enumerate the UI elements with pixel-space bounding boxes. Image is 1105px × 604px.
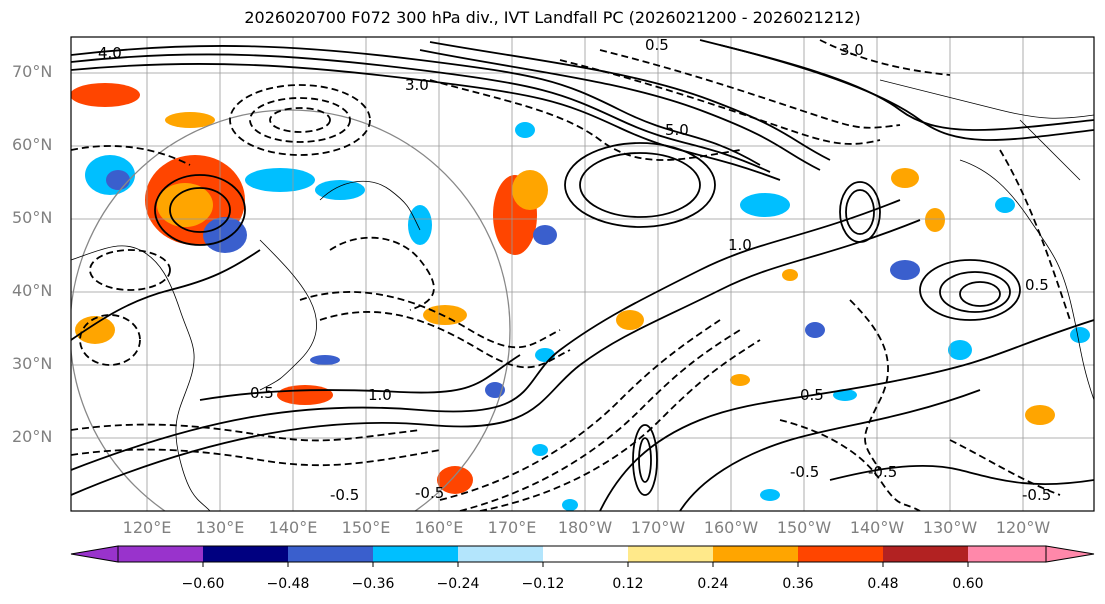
lat-label: 30°N xyxy=(12,354,53,373)
contour-label: 3.0 xyxy=(405,76,429,94)
colorbar-bin xyxy=(118,546,203,562)
lon-label: 150°E xyxy=(341,518,391,537)
lon-label: 120°W xyxy=(995,518,1051,537)
colorbar xyxy=(70,545,1095,567)
colorbar-min-arrow xyxy=(70,545,119,563)
contour-label: 0.5 xyxy=(800,386,824,404)
lat-label: 60°N xyxy=(12,135,53,154)
contour-label: 1.0 xyxy=(368,386,392,404)
colorbar-tick-label: −0.60 xyxy=(181,576,225,592)
lat-label: 70°N xyxy=(12,62,53,81)
lat-label: 50°N xyxy=(12,208,53,227)
lon-label: 180°W xyxy=(557,518,613,537)
lon-label: 160°E xyxy=(414,518,464,537)
colorbar-bin xyxy=(798,546,883,562)
colorbar-bin xyxy=(373,546,458,562)
contour-label: 0.5 xyxy=(645,36,669,54)
colorbar-tick-label: −0.48 xyxy=(266,576,310,592)
lon-label: 140°E xyxy=(268,518,318,537)
colorbar-tick-label: −0.24 xyxy=(436,576,480,592)
colorbar-tick-label: 0.48 xyxy=(867,576,899,592)
lon-label: 150°W xyxy=(776,518,832,537)
lon-label: 130°W xyxy=(922,518,978,537)
contour-label: 5.0 xyxy=(665,121,689,139)
contour-labels: 4.0 3.0 5.0 3.0 0.5 1.0 0.5 1.0 0.5 0.5 … xyxy=(98,36,1051,504)
lon-label: 140°W xyxy=(849,518,905,537)
colorbar-bin xyxy=(458,546,543,562)
contour-label: -0.5 xyxy=(415,484,444,502)
colorbar-bin xyxy=(288,546,373,562)
colorbar-tick-label: 0.36 xyxy=(782,576,814,592)
colorbar-tick-label: −0.36 xyxy=(351,576,395,592)
colorbar-tick-label: 0.24 xyxy=(697,576,729,592)
coastlines xyxy=(71,79,1094,511)
range-circle xyxy=(71,109,511,511)
colorbar-bin xyxy=(203,546,288,562)
solid-contours xyxy=(71,39,1094,511)
lat-label: 40°N xyxy=(12,281,53,300)
colorbar-tick-label: 0.12 xyxy=(612,576,644,592)
map-field xyxy=(71,37,1094,511)
lon-label: 130°E xyxy=(195,518,245,537)
lon-label: 170°W xyxy=(630,518,686,537)
colorbar-tick-label: 0.60 xyxy=(952,576,984,592)
contour-label: 0.5 xyxy=(250,384,274,402)
contour-label: 4.0 xyxy=(98,44,122,62)
graticule xyxy=(71,37,1094,511)
lon-label: 160°W xyxy=(703,518,759,537)
contour-label: 3.0 xyxy=(840,41,864,59)
map-title: 2026020700 F072 300 hPa div., IVT Landfa… xyxy=(244,8,861,27)
colorbar-bin xyxy=(713,546,798,562)
colorbar-max-arrow xyxy=(1045,545,1095,563)
colorbar-bin xyxy=(883,546,968,562)
contour-label: -0.5 xyxy=(868,463,897,481)
lat-label: 20°N xyxy=(12,427,53,446)
lon-label: 120°E xyxy=(122,518,172,537)
contour-label: -0.5 xyxy=(330,486,359,504)
colorbar-bin xyxy=(628,546,713,562)
lon-label: 170°E xyxy=(487,518,537,537)
dashed-contours xyxy=(71,39,1071,511)
colorbar-tick-label: −0.12 xyxy=(521,576,565,592)
contour-label: 0.5 xyxy=(1025,276,1049,294)
contour-label: -0.5 xyxy=(790,463,819,481)
colorbar-bin xyxy=(543,546,628,562)
contour-label: -0.5 xyxy=(1022,486,1051,504)
map-frame xyxy=(70,36,1095,512)
colorbar-bin xyxy=(968,546,1046,562)
contour-label: 1.0 xyxy=(728,236,752,254)
